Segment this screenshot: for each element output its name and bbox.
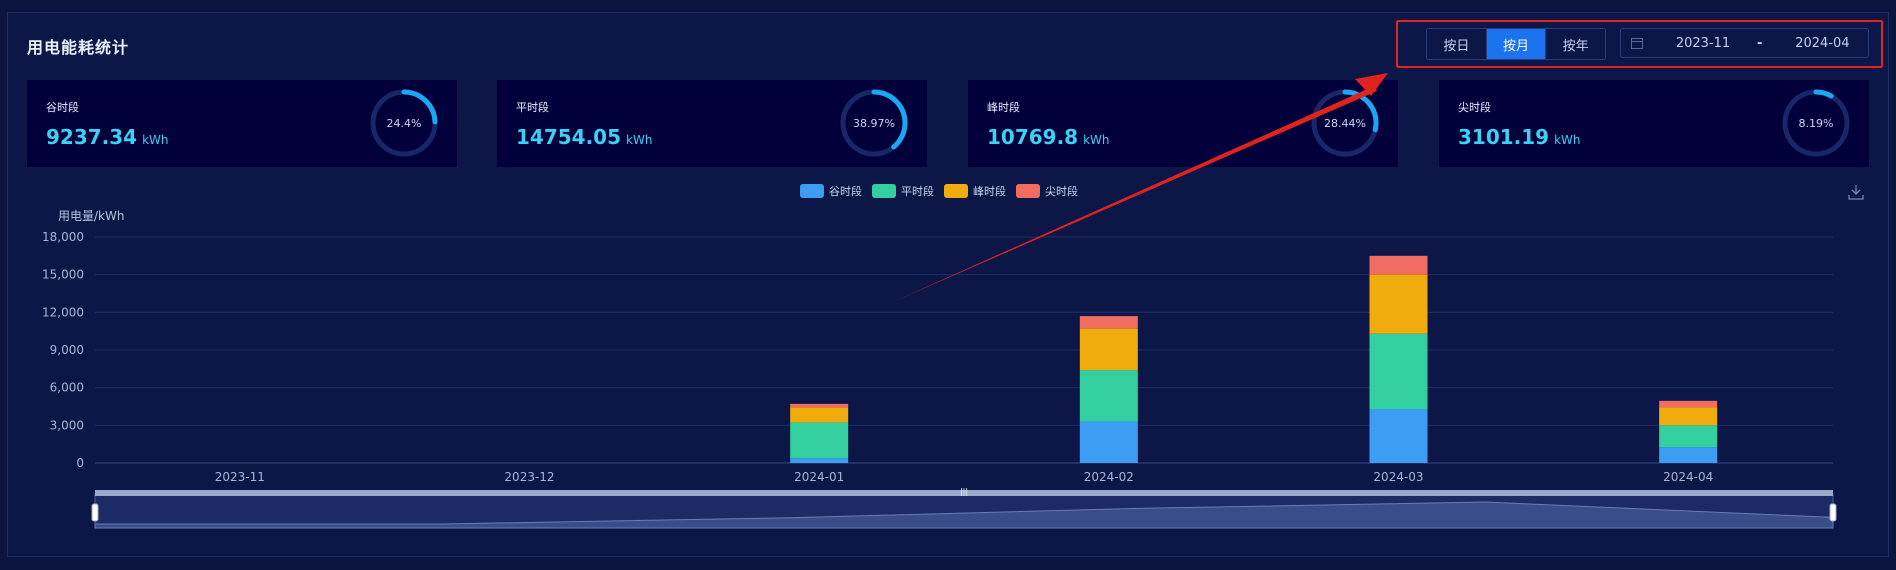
y-axis-label: 用电量/kWh [58, 209, 125, 223]
datazoom-grip-icon[interactable]: ||| [960, 487, 968, 496]
legend-item-peak[interactable]: 峰时段 [944, 183, 1006, 199]
bar-segment[interactable] [1369, 274, 1428, 334]
bar-segment[interactable] [1659, 447, 1718, 463]
x-tick-label: 2024-01 [794, 470, 844, 484]
card-valley: 谷时段 9237.34 kWh 24.4% [27, 80, 457, 167]
x-tick-label: 2024-04 [1663, 470, 1713, 484]
legend-item-sharp[interactable]: 尖时段 [1016, 183, 1078, 199]
card-value: 3101.19 kWh [1458, 125, 1581, 149]
card-percent: 28.44% [1324, 116, 1366, 130]
range-separator: - [1757, 35, 1763, 51]
ring-progress [840, 89, 908, 157]
y-tick-label: 18,000 [42, 230, 84, 244]
bar-segment[interactable] [1369, 409, 1428, 463]
ring-gauge [370, 89, 438, 157]
y-tick-label: 0 [76, 456, 84, 470]
annotation-arrow-shaft [895, 86, 1377, 301]
bar-segment[interactable] [1659, 425, 1718, 448]
period-mode-segment: 按日 按月 按年 [1426, 28, 1606, 60]
range-end[interactable]: 2024-04 [1795, 35, 1850, 51]
bar-segment[interactable] [1659, 400, 1718, 408]
bar-segment[interactable] [790, 458, 849, 463]
card-value: 10769.8 kWh [987, 125, 1110, 149]
card-percent: 24.4% [386, 116, 422, 130]
bar-segment[interactable] [790, 403, 849, 408]
bar-segment[interactable] [1079, 421, 1138, 463]
legend-item-flat[interactable]: 平时段 [872, 183, 934, 199]
ring-gauge [840, 89, 908, 157]
ring-progress [1311, 89, 1379, 157]
card-value: 14754.05 kWh [516, 125, 653, 149]
legend-item-valley[interactable]: 谷时段 [800, 183, 862, 199]
ring-progress [370, 89, 438, 157]
x-tick-label: 2023-12 [504, 470, 554, 484]
card-percent: 8.19% [1798, 116, 1834, 130]
ring-gauge [1311, 89, 1379, 157]
chart-legend: 谷时段 平时段 峰时段 尖时段 [800, 183, 1088, 199]
card-sharp: 尖时段 3101.19 kWh 8.19% [1439, 80, 1869, 167]
date-range-picker[interactable]: 2023-11 - 2024-04 [1620, 28, 1869, 58]
card-label: 尖时段 [1458, 101, 1491, 114]
bar-segment[interactable] [1369, 255, 1428, 275]
annotation-highlight-box [1396, 20, 1883, 68]
card-label: 平时段 [516, 101, 549, 114]
mode-year-button[interactable]: 按年 [1546, 29, 1605, 59]
y-tick-label: 15,000 [42, 268, 84, 282]
x-tick-label: 2024-02 [1084, 470, 1134, 484]
bar-segment[interactable] [1079, 370, 1138, 422]
bar-segment[interactable] [1079, 328, 1138, 371]
ring-gauge [1782, 89, 1850, 157]
bar-segment[interactable] [790, 422, 849, 459]
y-tick-label: 9,000 [50, 343, 84, 357]
download-icon[interactable] [1848, 184, 1864, 200]
bar-segment[interactable] [1659, 407, 1718, 426]
x-tick-label: 2024-03 [1373, 470, 1423, 484]
y-tick-label: 12,000 [42, 305, 84, 319]
datazoom-handle-bar[interactable] [95, 490, 1833, 496]
page-title: 用电能耗统计 [27, 38, 130, 57]
datazoom-right-handle[interactable] [1829, 503, 1837, 522]
card-value: 9237.34 kWh [46, 125, 169, 149]
annotation-arrow-head [1355, 73, 1388, 96]
bar-segment[interactable] [1369, 333, 1428, 410]
y-tick-label: 6,000 [50, 381, 84, 395]
datazoom-left-handle[interactable] [91, 503, 99, 522]
card-flat: 平时段 14754.05 kWh 38.97% [497, 80, 927, 167]
x-tick-label: 2023-11 [215, 470, 265, 484]
datazoom-preview [94, 501, 1834, 529]
card-percent: 38.97% [853, 116, 895, 130]
card-label: 峰时段 [987, 101, 1020, 114]
ring-progress [1782, 89, 1850, 157]
mode-month-button[interactable]: 按月 [1486, 29, 1547, 59]
calendar-icon [1631, 37, 1643, 49]
mode-day-button[interactable]: 按日 [1427, 29, 1487, 59]
card-label: 谷时段 [46, 101, 79, 114]
card-peak: 峰时段 10769.8 kWh 28.44% [968, 80, 1398, 167]
y-tick-label: 3,000 [50, 418, 84, 432]
bar-segment[interactable] [790, 407, 849, 423]
range-start[interactable]: 2023-11 [1675, 35, 1731, 51]
bar-segment[interactable] [1079, 316, 1138, 329]
